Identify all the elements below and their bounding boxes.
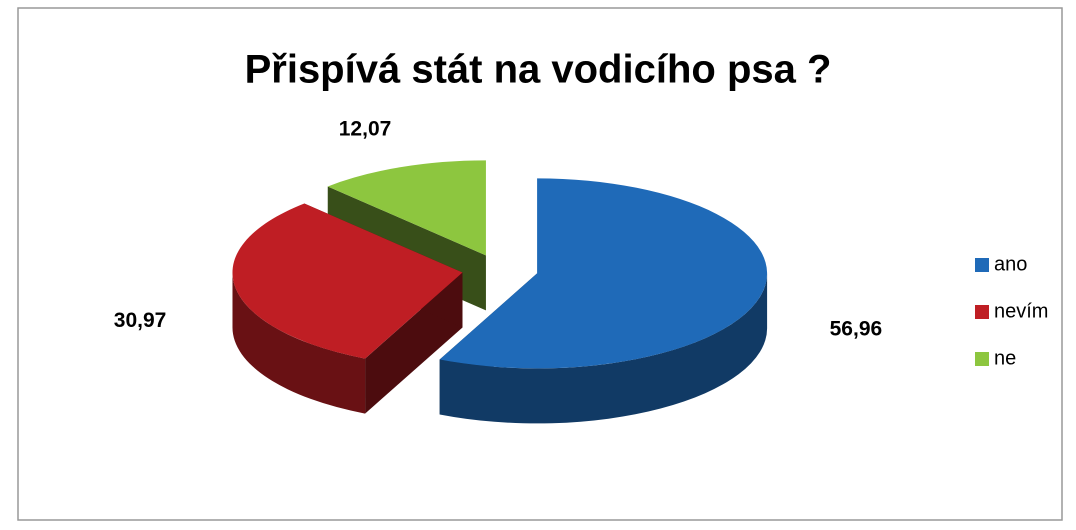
legend-swatch [975, 305, 989, 319]
data-label: 12,07 [339, 118, 392, 141]
pie-slice [439, 178, 768, 369]
legend-label: ano [994, 253, 1027, 275]
legend-label: ne [994, 347, 1016, 369]
legend-swatch [975, 352, 989, 366]
legend-label: nevím [994, 300, 1048, 322]
data-label: 30,97 [114, 309, 167, 332]
chart-title: Přispívá stát na vodicího psa ? [245, 48, 832, 92]
data-label: 56,96 [830, 318, 883, 341]
pie-slice [327, 160, 486, 256]
slice-wall [439, 273, 768, 424]
legend-swatch [975, 258, 989, 272]
slice-wall [232, 272, 366, 414]
pie-slice [232, 203, 463, 359]
